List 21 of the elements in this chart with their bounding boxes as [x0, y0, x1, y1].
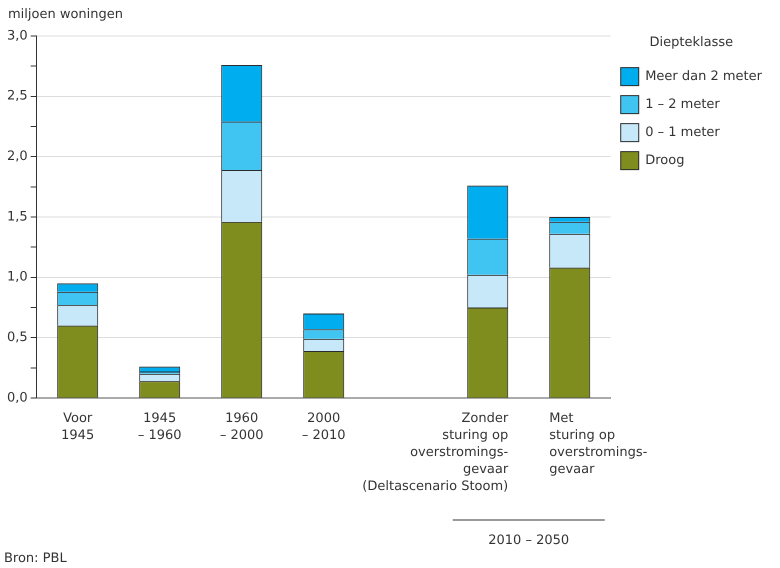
y-tick-label: 3,0 — [6, 28, 28, 44]
y-axis-title: miljoen woningen — [8, 7, 123, 22]
legend-label: 0 – 1 meter — [645, 124, 720, 140]
x-tick-label: 1960 – 2000 — [220, 410, 264, 443]
legend-label: Droog — [645, 152, 684, 168]
legend-label: 1 – 2 meter — [645, 96, 720, 112]
y-tick-label: 0,0 — [6, 390, 28, 406]
x-tick-label: Voor 1945 — [61, 410, 94, 443]
x-tick-label: 1945 – 1960 — [138, 410, 182, 443]
text: Bron: PBL — [4, 551, 68, 566]
x-tick-label: Zonder sturing op overstromings- gevaar (Deltascenario Stoom) — [362, 410, 509, 494]
x-tick-label: 2000 – 2010 — [302, 410, 346, 443]
y-tick-label: 2,5 — [6, 88, 28, 104]
y-tick-label: 1,5 — [6, 209, 28, 224]
y-tick-label: 1,0 — [6, 270, 28, 285]
legend-label: Meer dan 2 meter — [645, 68, 763, 84]
y-tick-label: 2,0 — [6, 149, 28, 164]
x-tick-label: Met sturing op overstromings- gevaar — [549, 410, 648, 477]
legend-title: Diepteklasse — [650, 34, 734, 50]
y-tick-label: 0,5 — [6, 330, 28, 346]
text: 2010 – 2050 — [488, 533, 570, 548]
